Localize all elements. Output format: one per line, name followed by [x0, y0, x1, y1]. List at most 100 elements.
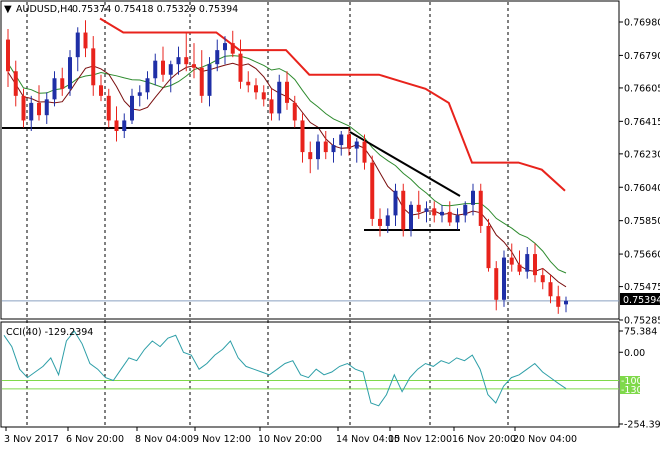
price-tick-label: 0.76040	[624, 183, 660, 194]
candle-body	[137, 92, 142, 96]
vertical-gridlines	[26, 2, 509, 426]
candle-body	[37, 102, 41, 116]
price-tick-label: 0.75660	[624, 250, 660, 261]
candle-body	[29, 102, 34, 121]
candle-body	[424, 208, 429, 212]
cci-series	[2, 330, 619, 407]
current-price-label: 0.75394	[623, 295, 660, 306]
time-tick-label: 20 Nov 04:00	[513, 434, 577, 445]
candle-body	[393, 190, 398, 216]
time-tick-label: 14 Nov 04:00	[336, 434, 400, 445]
candle-body	[277, 81, 282, 114]
candle-body	[254, 85, 258, 93]
cci-level-box-2	[620, 385, 640, 394]
candle-body	[331, 145, 336, 153]
candle-body	[13, 71, 18, 96]
candle-body	[432, 208, 437, 216]
candle-body	[502, 257, 506, 300]
current-price-box	[620, 293, 660, 305]
cci-tick-label: -254.3985	[624, 420, 660, 431]
price-tick-label: 0.76230	[624, 149, 660, 160]
candle-body	[486, 225, 491, 269]
cci-label: CCI(40) -129.2394	[6, 327, 93, 338]
cci-level-box-1	[620, 376, 640, 385]
candle-body	[184, 57, 189, 65]
candle-body	[106, 95, 111, 121]
candle-body	[161, 60, 165, 75]
candle-body	[308, 152, 313, 160]
candle-body	[385, 215, 390, 226]
candle-body	[463, 204, 468, 216]
candle-body	[122, 120, 127, 132]
candle-body	[99, 85, 103, 96]
candle-body	[540, 275, 545, 283]
candlestick-series	[6, 20, 568, 314]
candle-body	[269, 99, 274, 114]
candle-body	[207, 64, 212, 96]
candle-body	[215, 50, 220, 65]
time-tick-label: 16 Nov 20:00	[452, 434, 516, 445]
candle-body	[60, 78, 65, 89]
candle-body	[564, 300, 568, 305]
candle-body	[21, 95, 26, 121]
candle-body	[261, 92, 266, 100]
cci-level-label-1: -100	[621, 376, 643, 387]
candle-body	[83, 32, 88, 49]
candle-body	[145, 78, 150, 93]
candle-body	[478, 190, 483, 226]
candle-body	[401, 190, 406, 230]
candle-body	[199, 67, 204, 96]
time-tick-label: 3 Nov 2017	[4, 434, 59, 445]
candle-body	[548, 282, 553, 297]
time-tick-label: 9 Nov 12:00	[193, 434, 251, 445]
price-tick-label: 0.76790	[624, 51, 660, 62]
ohlc-label: 0.75374 0.75418 0.75329 0.75394	[72, 4, 238, 15]
cci-line	[3, 330, 567, 407]
candle-body	[230, 43, 235, 54]
cci-tick-label: 0.00	[624, 348, 645, 359]
candle-body	[517, 264, 522, 272]
chart-title-icon: ▼	[4, 4, 12, 15]
red-step-line	[99, 17, 566, 192]
candle-body	[347, 134, 351, 149]
candle-body	[525, 254, 530, 272]
candle-body	[316, 141, 320, 160]
price-tick-label: 0.76980	[624, 18, 660, 29]
cci-panel-frame	[0, 321, 620, 428]
candle-body	[153, 60, 158, 79]
descending-trendline	[349, 131, 461, 197]
candle-body	[556, 296, 561, 307]
candle-body	[339, 134, 344, 146]
price-tick-label: 0.75285	[624, 316, 660, 327]
candle-body	[533, 254, 537, 276]
candle-body	[416, 204, 421, 212]
time-tick-label: 6 Nov 20:00	[66, 434, 124, 445]
candle-body	[447, 211, 452, 223]
candle-body	[409, 204, 413, 230]
candle-body	[176, 57, 181, 65]
cci-axis: 75.384 0.00 -254.3985	[619, 327, 660, 431]
candle-body	[323, 141, 328, 153]
candle-body	[246, 81, 251, 86]
candle-body	[223, 43, 227, 51]
candle-body	[370, 162, 375, 219]
candle-body	[471, 190, 475, 205]
cci-level-label-2: -130	[621, 385, 643, 396]
candle-body	[362, 141, 367, 163]
time-axis: 3 Nov 2017 6 Nov 20:00 8 Nov 04:00 9 Nov 12…	[4, 427, 577, 445]
candle-body	[44, 99, 49, 116]
candle-body	[192, 64, 196, 68]
candle-body	[238, 53, 243, 82]
time-tick-label: 15 Nov 12:00	[388, 434, 452, 445]
candle-body	[114, 120, 119, 132]
candle-body	[292, 102, 297, 121]
symbol-label: AUDUSD,H4	[16, 4, 73, 15]
candle-body	[130, 95, 134, 121]
candle-body	[455, 215, 460, 223]
time-tick-label: 8 Nov 04:00	[135, 434, 193, 445]
candle-body	[509, 257, 514, 265]
price-tick-label: 0.75475	[624, 282, 660, 293]
candle-body	[52, 78, 57, 100]
price-axis: 0.76980 0.76790 0.76605 0.76415 0.76230 0.760…	[619, 18, 660, 327]
